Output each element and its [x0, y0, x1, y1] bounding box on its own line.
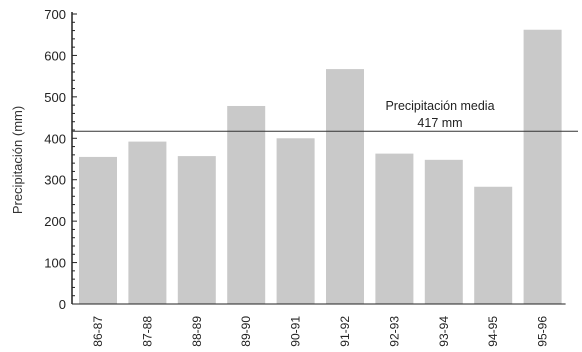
x-tick-labels: 86-87 87-88 88-89 89-90 90-91 91-92 92-93 93-94… [91, 316, 550, 347]
bar-88-89 [177, 156, 216, 304]
bar-89-90 [227, 105, 266, 304]
y-tick-labels: 0 100 200 300 400 500 600 700 [44, 7, 66, 312]
x-tick-label: 92-93 [387, 316, 401, 347]
bars-group [79, 29, 562, 304]
y-tick-label: 700 [44, 7, 66, 22]
x-tick-label: 93-94 [437, 316, 451, 347]
y-axis-title: Precipitación (mm) [10, 106, 25, 214]
bar-92-93 [375, 153, 414, 304]
bar-95-96 [523, 29, 562, 304]
x-tick-label: 94-95 [486, 316, 500, 347]
x-tick-label: 87-88 [140, 316, 154, 347]
mean-label-title: Precipitación media [385, 99, 494, 113]
bar-93-94 [424, 159, 463, 304]
y-tick-label: 300 [44, 173, 66, 188]
reference-line-group: Precipitación media 417 mm [72, 99, 578, 132]
x-tick-label: 91-92 [338, 316, 352, 347]
y-tick-label: 100 [44, 256, 66, 271]
x-tick-label: 90-91 [289, 316, 303, 347]
mean-label-value: 417 mm [417, 116, 462, 130]
y-tick-label: 500 [44, 90, 66, 105]
y-tick-label: 600 [44, 48, 66, 63]
axes-group [71, 12, 566, 305]
bar-91-92 [326, 69, 364, 304]
bar-86-87 [79, 156, 117, 304]
x-tick-label: 88-89 [190, 316, 204, 347]
bar-90-91 [276, 138, 315, 304]
y-tick-label: 0 [59, 297, 66, 312]
x-tick-label: 95-96 [536, 316, 550, 347]
y-tick-label: 400 [44, 131, 66, 146]
x-tick-label: 86-87 [91, 316, 105, 347]
bar-94-95 [474, 186, 513, 304]
bar-87-88 [128, 141, 167, 304]
y-tick-label: 200 [44, 214, 66, 229]
x-tick-label: 89-90 [239, 316, 253, 347]
